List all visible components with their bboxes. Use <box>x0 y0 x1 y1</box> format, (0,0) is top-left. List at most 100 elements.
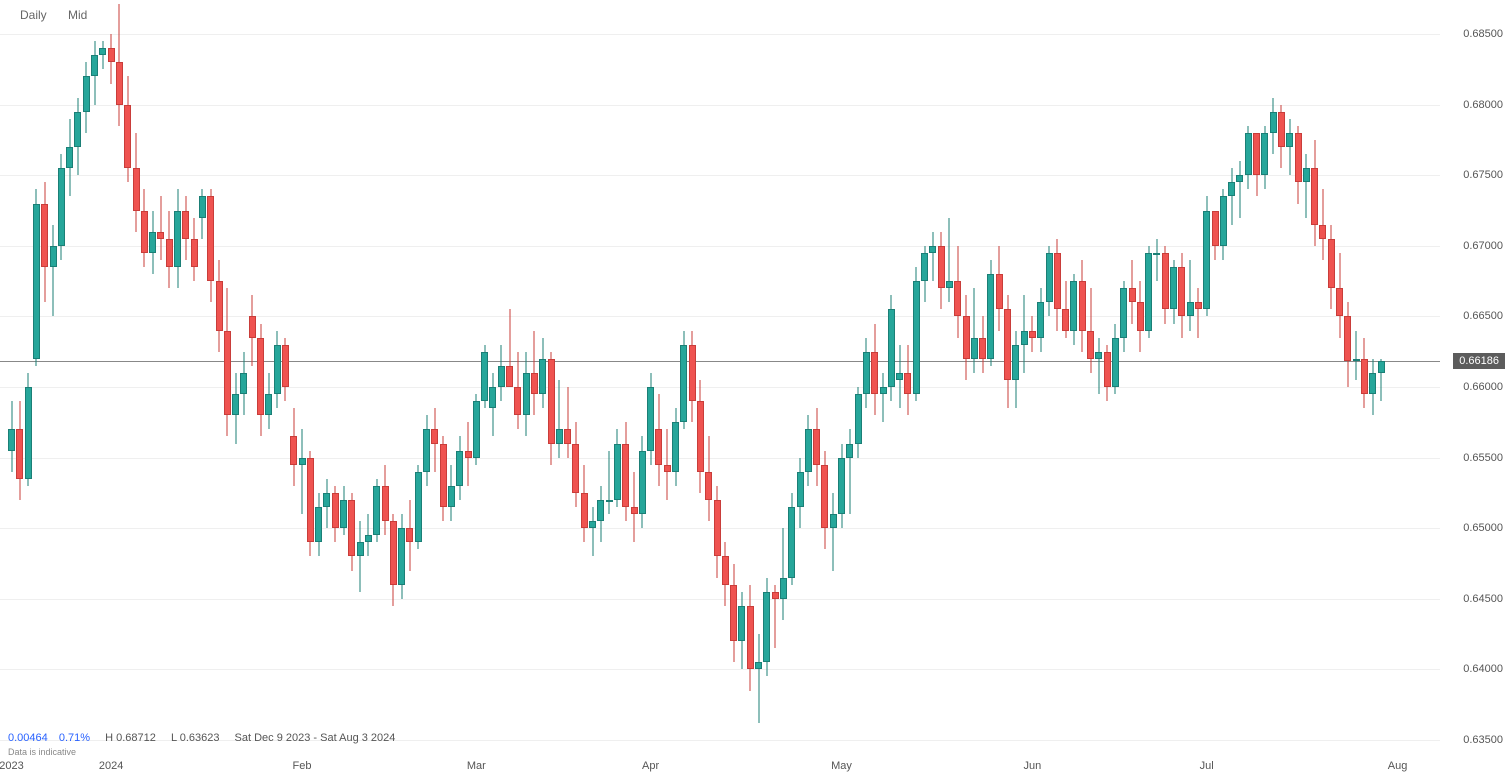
candle[interactable] <box>415 20 422 740</box>
candle[interactable] <box>8 20 15 740</box>
candle[interactable] <box>705 20 712 740</box>
candle[interactable] <box>1311 20 1318 740</box>
candle[interactable] <box>124 20 131 740</box>
candle[interactable] <box>99 20 106 740</box>
candle[interactable] <box>1361 20 1368 740</box>
candle[interactable] <box>1369 20 1376 740</box>
candle[interactable] <box>157 20 164 740</box>
candle[interactable] <box>315 20 322 740</box>
candle[interactable] <box>224 20 231 740</box>
candle[interactable] <box>1145 20 1152 740</box>
candle[interactable] <box>1178 20 1185 740</box>
candle[interactable] <box>41 20 48 740</box>
candle[interactable] <box>589 20 596 740</box>
candle[interactable] <box>373 20 380 740</box>
candle[interactable] <box>149 20 156 740</box>
candle[interactable] <box>606 20 613 740</box>
candle[interactable] <box>323 20 330 740</box>
candle[interactable] <box>382 20 389 740</box>
candle[interactable] <box>299 20 306 740</box>
candle[interactable] <box>1112 20 1119 740</box>
candle[interactable] <box>448 20 455 740</box>
candle[interactable] <box>996 20 1003 740</box>
candle[interactable] <box>199 20 206 740</box>
candle[interactable] <box>74 20 81 740</box>
candle[interactable] <box>531 20 538 740</box>
candle[interactable] <box>1253 20 1260 740</box>
candle[interactable] <box>390 20 397 740</box>
candle[interactable] <box>456 20 463 740</box>
candle[interactable] <box>639 20 646 740</box>
candle[interactable] <box>797 20 804 740</box>
candle[interactable] <box>1004 20 1011 740</box>
candle[interactable] <box>423 20 430 740</box>
candle[interactable] <box>1319 20 1326 740</box>
candle[interactable] <box>846 20 853 740</box>
candle[interactable] <box>647 20 654 740</box>
candle[interactable] <box>971 20 978 740</box>
candle[interactable] <box>1195 20 1202 740</box>
candle[interactable] <box>896 20 903 740</box>
candle[interactable] <box>1070 20 1077 740</box>
candle[interactable] <box>182 20 189 740</box>
candle[interactable] <box>216 20 223 740</box>
candle[interactable] <box>108 20 115 740</box>
candle[interactable] <box>1303 20 1310 740</box>
candle[interactable] <box>1220 20 1227 740</box>
candle[interactable] <box>133 20 140 740</box>
candle[interactable] <box>880 20 887 740</box>
candle[interactable] <box>141 20 148 740</box>
candle[interactable] <box>1278 20 1285 740</box>
candle[interactable] <box>1286 20 1293 740</box>
candle[interactable] <box>904 20 911 740</box>
candle[interactable] <box>514 20 521 740</box>
candle[interactable] <box>556 20 563 740</box>
candle[interactable] <box>116 20 123 740</box>
candle[interactable] <box>946 20 953 740</box>
candle[interactable] <box>16 20 23 740</box>
candle[interactable] <box>489 20 496 740</box>
candle[interactable] <box>1079 20 1086 740</box>
candle[interactable] <box>888 20 895 740</box>
candle[interactable] <box>680 20 687 740</box>
candle[interactable] <box>332 20 339 740</box>
candle[interactable] <box>963 20 970 740</box>
candle[interactable] <box>1062 20 1069 740</box>
candle[interactable] <box>473 20 480 740</box>
candle[interactable] <box>755 20 762 740</box>
candle[interactable] <box>282 20 289 740</box>
candle[interactable] <box>1270 20 1277 740</box>
candle[interactable] <box>655 20 662 740</box>
candle[interactable] <box>265 20 272 740</box>
candle[interactable] <box>738 20 745 740</box>
candle[interactable] <box>855 20 862 740</box>
candle[interactable] <box>1344 20 1351 740</box>
candle[interactable] <box>1104 20 1111 740</box>
candle[interactable] <box>921 20 928 740</box>
candle[interactable] <box>1212 20 1219 740</box>
candle[interactable] <box>1046 20 1053 740</box>
candle[interactable] <box>240 20 247 740</box>
candle[interactable] <box>805 20 812 740</box>
candle[interactable] <box>91 20 98 740</box>
candle[interactable] <box>481 20 488 740</box>
candle[interactable] <box>1228 20 1235 740</box>
candle[interactable] <box>929 20 936 740</box>
candle[interactable] <box>1295 20 1302 740</box>
candle[interactable] <box>1153 20 1160 740</box>
candle[interactable] <box>788 20 795 740</box>
candle[interactable] <box>498 20 505 740</box>
candle[interactable] <box>722 20 729 740</box>
candle[interactable] <box>1336 20 1343 740</box>
candle[interactable] <box>821 20 828 740</box>
candle[interactable] <box>581 20 588 740</box>
candle[interactable] <box>25 20 32 740</box>
candle[interactable] <box>730 20 737 740</box>
candle[interactable] <box>191 20 198 740</box>
candle[interactable] <box>987 20 994 740</box>
candle[interactable] <box>622 20 629 740</box>
candle[interactable] <box>232 20 239 740</box>
candle[interactable] <box>431 20 438 740</box>
candle[interactable] <box>274 20 281 740</box>
candle[interactable] <box>1095 20 1102 740</box>
